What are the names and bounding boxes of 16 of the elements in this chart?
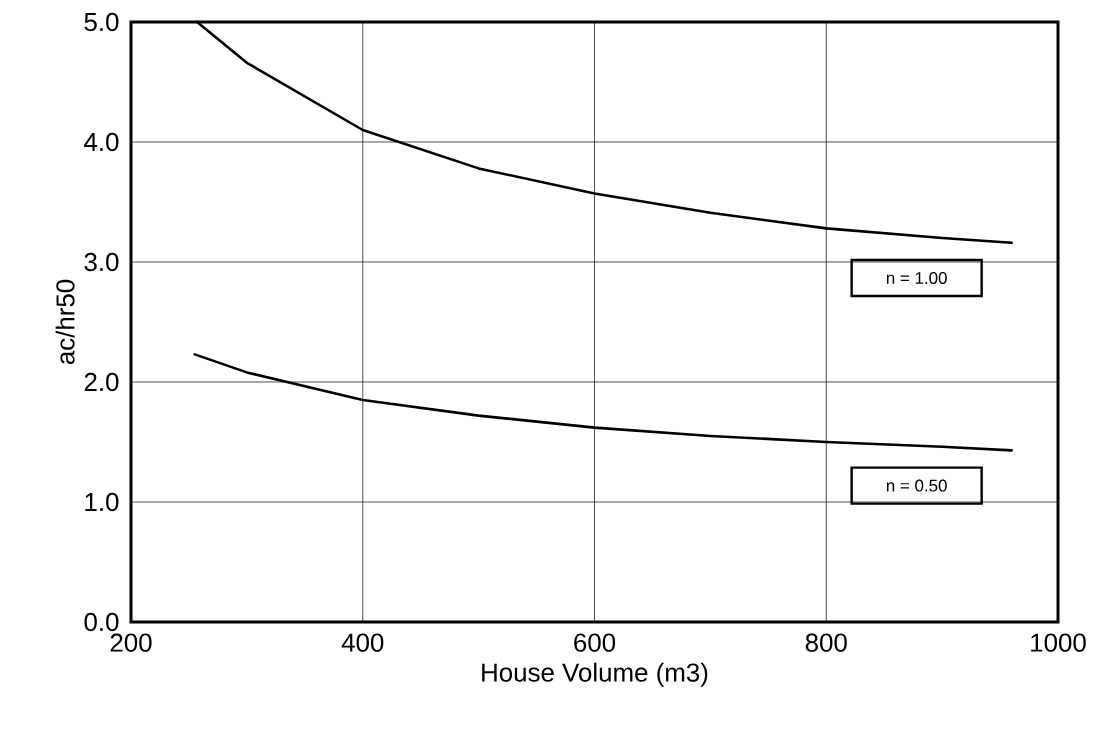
y-tick-label: 3.0 <box>84 252 119 272</box>
x-tick-label: 600 <box>574 633 616 652</box>
y-tick-label: 0.0 <box>84 612 119 632</box>
line-series <box>193 353 1013 452</box>
x-tick-label: 200 <box>110 633 152 652</box>
y-tick-label: 4.0 <box>84 132 119 152</box>
x-axis-title: House Volume (m3) <box>482 662 708 687</box>
x-tick-label: 1000 <box>1031 633 1086 652</box>
series-label: n = 0.50 <box>886 479 947 492</box>
y-tick-label: 2.0 <box>84 372 119 392</box>
y-tick-label: 5.0 <box>84 12 119 32</box>
y-axis-title: ac/hr50 <box>55 279 75 365</box>
series-label: n = 1.00 <box>886 271 947 284</box>
x-tick-label: 800 <box>805 633 847 652</box>
x-tick-label: 400 <box>341 633 384 652</box>
y-tick-label: 1.0 <box>85 492 119 512</box>
